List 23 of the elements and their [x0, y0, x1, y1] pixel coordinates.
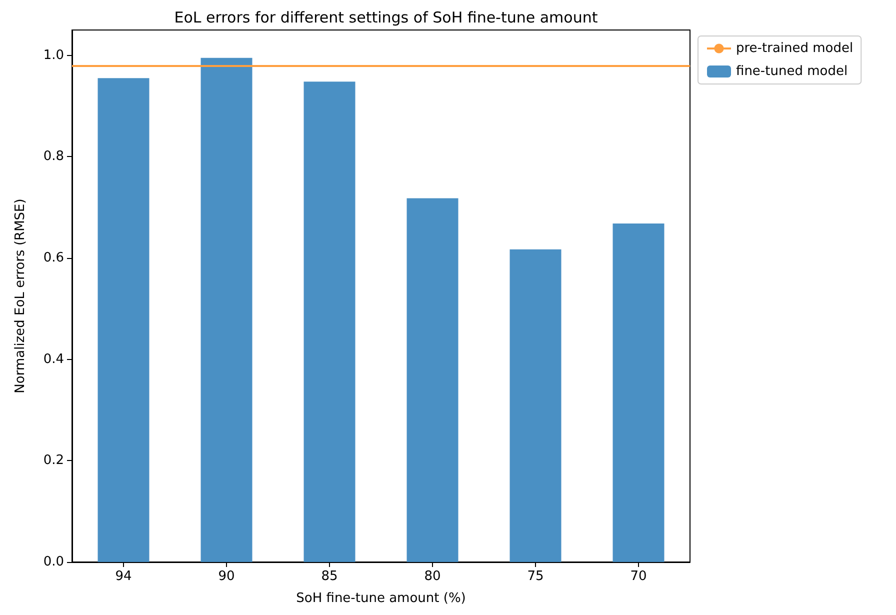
- bar: [612, 224, 664, 562]
- chart-title: EoL errors for different settings of SoH fine-tune amount: [174, 8, 598, 26]
- bar: [406, 198, 458, 562]
- x-tick-label: 75: [527, 569, 544, 584]
- y-tick-label: 1.0: [43, 48, 64, 63]
- x-tick-label: 94: [115, 569, 132, 584]
- bar: [200, 58, 252, 562]
- x-tick-label: 85: [321, 569, 338, 584]
- legend-label: pre-trained model: [736, 41, 854, 56]
- x-tick-label: 70: [630, 569, 647, 584]
- bar: [98, 78, 150, 562]
- y-tick-label: 0.6: [43, 250, 64, 266]
- y-tick-label: 0.4: [43, 352, 64, 367]
- y-tick-label: 0.2: [43, 453, 64, 468]
- bar: [510, 249, 562, 562]
- x-axis-title: SoH fine-tune amount (%): [296, 591, 466, 606]
- x-tick-label: 80: [424, 569, 441, 584]
- y-tick-label: 0.8: [43, 149, 64, 164]
- x-tick-label: 90: [218, 569, 235, 584]
- bar: [304, 82, 356, 562]
- y-tick-label: 0.0: [43, 554, 64, 570]
- y-axis-title: Normalized EoL errors (RMSE): [13, 198, 28, 394]
- legend-label: fine-tuned model: [736, 64, 848, 79]
